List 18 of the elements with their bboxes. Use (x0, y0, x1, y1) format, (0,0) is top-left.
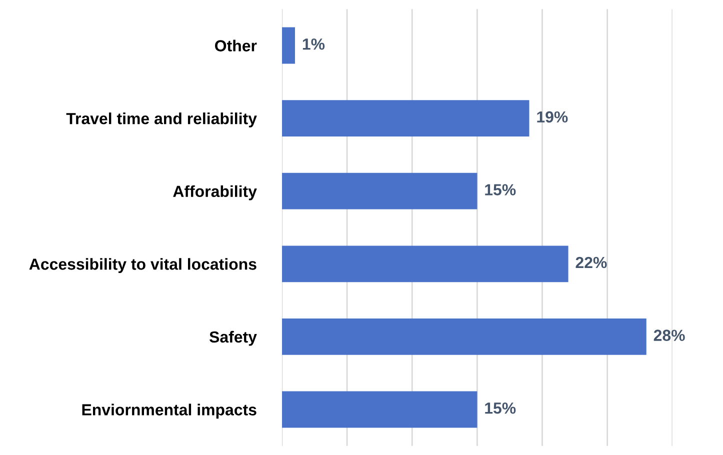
data-label: 1% (302, 38, 325, 50)
y-tick-label: Safety (209, 330, 257, 346)
bar (282, 27, 295, 64)
y-tick-label: Other (215, 40, 257, 52)
bar (282, 391, 478, 428)
bar (282, 100, 530, 136)
bar (282, 246, 568, 282)
bar (282, 172, 478, 210)
data-label: 15% (485, 402, 516, 414)
data-label: 19% (537, 111, 568, 123)
data-label: 28% (654, 330, 685, 341)
data-label: 15% (485, 184, 516, 196)
y-tick-label: Enviornmental impacts (82, 404, 256, 419)
y-tick-label: Afforability (173, 185, 257, 200)
bar (282, 318, 646, 355)
y-tick-label: Travel time and reliability (66, 112, 257, 128)
y-tick-label: Accessibility to vital locations (29, 258, 256, 273)
data-label: 22% (576, 256, 607, 268)
